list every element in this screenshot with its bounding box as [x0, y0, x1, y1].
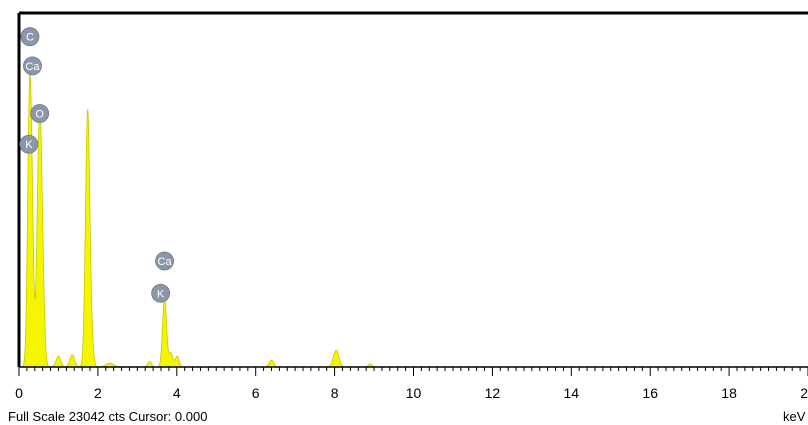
- unit-label: keV: [783, 409, 806, 424]
- x-tick-label: 2: [94, 385, 102, 401]
- x-tick-label: 12: [485, 385, 501, 401]
- marker-circle: [30, 104, 50, 123]
- element-markers: C Ca O K Ca K: [19, 27, 174, 303]
- x-tick-label: 4: [173, 385, 181, 401]
- x-tick-label: 14: [564, 385, 580, 401]
- marker-circle: [20, 27, 40, 47]
- x-tick-label: 20: [800, 385, 808, 401]
- marker-label: O: [35, 109, 44, 121]
- element-marker: C: [20, 27, 40, 47]
- x-axis: 0 2 4 6 8 10 12 14 16 18 20: [15, 367, 808, 401]
- x-tick-label: 10: [406, 385, 422, 401]
- x-tick-label: 0: [15, 385, 23, 401]
- marker-label: Ca: [158, 256, 173, 268]
- x-tick-label: 18: [721, 385, 737, 401]
- marker-label: K: [157, 288, 165, 300]
- x-tick-label: 6: [252, 385, 260, 401]
- element-marker: Ca: [23, 56, 42, 76]
- marker-label: C: [26, 32, 34, 44]
- element-marker: O: [30, 104, 50, 123]
- marker-circle: [155, 251, 174, 271]
- marker-label: K: [25, 139, 33, 151]
- status-readout: Full Scale 23042 cts Cursor: 0.000: [8, 409, 207, 424]
- element-marker: K: [19, 134, 39, 154]
- x-tick-label: 8: [331, 385, 339, 401]
- marker-circle: [23, 56, 42, 76]
- marker-circle: [19, 134, 39, 154]
- marker-label: Ca: [25, 61, 40, 73]
- x-tick-label: 16: [642, 385, 658, 401]
- element-marker: Ca: [155, 251, 174, 271]
- marker-circle: [151, 283, 171, 303]
- element-marker: K: [151, 283, 171, 303]
